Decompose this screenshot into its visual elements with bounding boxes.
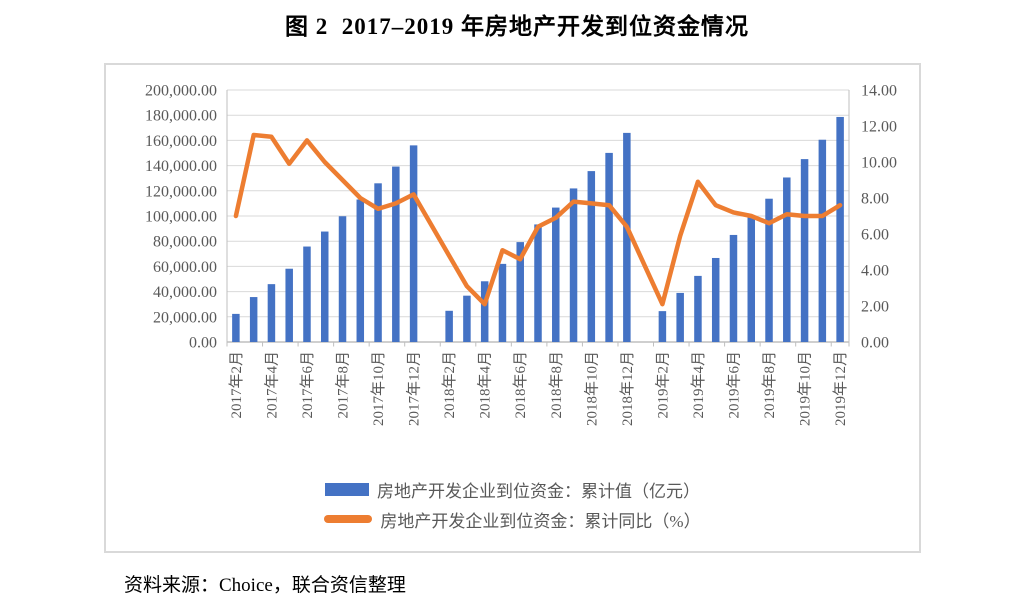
bar	[818, 139, 827, 342]
chart-plot: 0.00 20,000.00 40,000.00 60,000.00 80,000.00…	[145, 83, 897, 427]
y-axis-label-right: 12.00	[861, 119, 897, 136]
bar	[356, 199, 365, 342]
x-axis-label: 2019年2月	[654, 351, 671, 419]
bar	[320, 231, 329, 342]
bar	[836, 116, 844, 342]
legend-label-yoy-growth: 房地产开发企业到位资金：累计同比（%）	[380, 511, 701, 531]
y-axis-label-left: 100,000.00	[145, 209, 217, 226]
bar-series-swatch-icon	[325, 482, 369, 496]
y-axis-label-right: 2.00	[861, 299, 889, 316]
x-axis-label: 2017年4月	[263, 351, 280, 419]
y-axis-label-left: 60,000.00	[153, 259, 217, 276]
x-axis-label: 2018年10月	[583, 351, 600, 426]
bar	[409, 145, 418, 342]
y-axis-label-left: 0.00	[189, 335, 217, 352]
legend-item-yoy-growth[interactable]: 房地产开发企业到位资金：累计同比（%）	[324, 508, 701, 531]
bar	[303, 246, 311, 342]
y-axis-label-left: 20,000.00	[153, 309, 217, 326]
y-axis-label-left: 80,000.00	[153, 234, 217, 251]
y-axis-label-right: 4.00	[861, 263, 889, 280]
y-axis-label-left: 200,000.00	[145, 83, 217, 100]
x-axis-label: 2017年8月	[335, 351, 352, 419]
bar	[587, 171, 596, 342]
line-series-swatch-icon	[324, 515, 373, 523]
legend-item-cumulative-value[interactable]: 房地产开发企业到位资金：累计值（亿元）	[325, 478, 700, 501]
bar	[534, 224, 542, 342]
bar	[516, 242, 524, 342]
bar	[374, 183, 382, 342]
bar	[569, 188, 578, 342]
bar	[747, 216, 756, 342]
bar	[338, 216, 347, 342]
x-axis-label: 2019年6月	[725, 351, 742, 419]
x-axis-label: 2018年6月	[512, 351, 529, 419]
bar	[463, 295, 471, 342]
bar	[267, 284, 276, 342]
bar	[729, 234, 738, 342]
x-axis-label: 2019年4月	[690, 351, 707, 419]
x-axis-label: 2018年12月	[619, 351, 636, 426]
bar	[285, 268, 293, 342]
bar	[623, 132, 631, 342]
x-axis-label: 2019年10月	[797, 351, 814, 426]
x-axis-label: 2017年2月	[228, 351, 245, 419]
y-axis-label-left: 180,000.00	[145, 108, 217, 125]
x-axis-label: 2018年4月	[477, 351, 494, 419]
x-axis-label: 2019年8月	[761, 351, 778, 419]
bar	[232, 313, 240, 342]
y-axis-label-right: 10.00	[861, 155, 897, 172]
x-axis-label: 2018年2月	[441, 351, 458, 419]
bar	[249, 297, 258, 342]
figure-title: 图 2 2017–2019 年房地产开发到位资金情况	[285, 14, 749, 39]
bar	[658, 311, 667, 342]
legend: 房地产开发企业到位资金：累计值（亿元） 房地产开发企业到位资金：累计同比（%）	[106, 478, 919, 531]
x-axis-label: 2017年6月	[299, 351, 316, 419]
bar	[800, 159, 809, 342]
bar	[392, 166, 400, 342]
y-axis-label-left: 40,000.00	[153, 284, 217, 301]
x-axis-label: 2017年12月	[406, 351, 423, 426]
y-axis-label-right: 6.00	[861, 227, 889, 244]
source-note: 资料来源：Choice，联合资信整理	[124, 575, 406, 596]
x-axis-label: 2018年8月	[548, 351, 565, 419]
x-axis-label: 2017年10月	[370, 351, 387, 426]
y-axis-label-left: 140,000.00	[145, 158, 217, 175]
chart-container: 0.00 20,000.00 40,000.00 60,000.00 80,000.00…	[104, 63, 921, 553]
bar	[694, 275, 702, 342]
y-axis-label-left: 160,000.00	[145, 133, 217, 150]
bar	[765, 198, 773, 342]
bar	[783, 177, 791, 342]
y-axis-label-right: 0.00	[861, 335, 889, 352]
trend-line	[233, 132, 843, 307]
bar	[480, 281, 489, 342]
bar	[445, 310, 453, 342]
bar	[676, 292, 684, 342]
bar	[498, 263, 507, 342]
y-axis-label-right: 14.00	[861, 83, 897, 100]
y-axis-label-left: 120,000.00	[145, 183, 217, 200]
bar	[605, 152, 613, 342]
bar	[552, 207, 560, 342]
x-axis-label: 2019年12月	[832, 351, 849, 426]
bar	[711, 257, 720, 342]
legend-label-cumulative-value: 房地产开发企业到位资金：累计值（亿元）	[377, 481, 700, 501]
y-axis-label-right: 8.00	[861, 191, 889, 208]
